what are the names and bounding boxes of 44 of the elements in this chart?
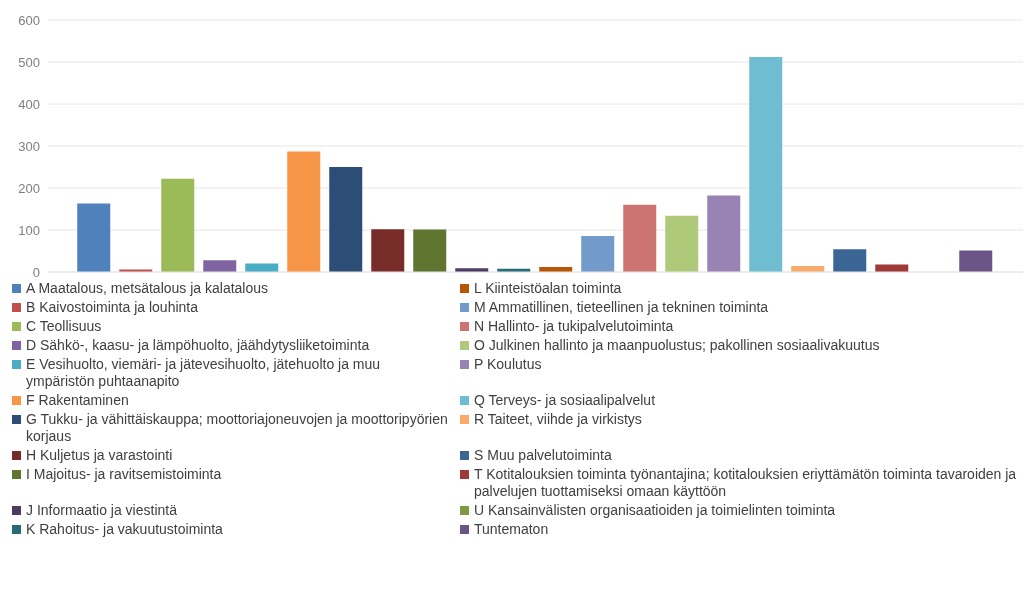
y-tick-label: 600 [18, 12, 40, 28]
legend-label: D Sähkö-, kaasu- ja lämpöhuolto, jäähdytysliiketoiminta [26, 337, 370, 354]
legend-label: Tuntematon [474, 521, 549, 538]
legend-label: F Rakentaminen [26, 392, 129, 409]
legend-label: N Hallinto- ja tukipalvelutoiminta [474, 318, 674, 335]
bar [875, 264, 909, 272]
y-tick-label: 500 [18, 54, 40, 70]
bar [707, 195, 741, 272]
bar [413, 229, 447, 272]
bar [665, 215, 699, 272]
bar [833, 249, 867, 272]
legend-label: B Kaivostoiminta ja louhinta [26, 299, 198, 316]
bar [749, 56, 783, 272]
bar [77, 203, 111, 272]
legend-label: C Teollisuus [26, 318, 102, 335]
legend-label: U Kansainvälisten organisaatioiden ja toimielinten toiminta [474, 502, 836, 519]
bar [161, 178, 195, 272]
legend-label: I Majoitus- ja ravitsemistoiminta [26, 466, 222, 483]
legend-label: K Rahoitus- ja vakuutustoiminta [26, 521, 223, 538]
legend-label: T Kotitalouksien toiminta työnantajina; kotitalouksien eriyttämätön toiminta tavaroiden ja palvelujen tuottamiseksi omaan käyttöön [474, 466, 1018, 500]
legend-label: Q Terveys- ja sosiaalipalvelut [474, 392, 656, 409]
y-tick-label: 300 [18, 138, 40, 154]
legend-label: H Kuljetus ja varastointi [26, 447, 173, 464]
legend-label: R Taiteet, viihde ja virkistys [474, 411, 642, 428]
y-tick-label: 200 [18, 180, 40, 196]
bar [329, 167, 363, 272]
legend-label: M Ammatillinen, tieteellinen ja tekninen toiminta [474, 299, 769, 316]
bar [287, 151, 321, 272]
bar [371, 229, 405, 272]
bar [959, 250, 993, 272]
legend-label: L Kiinteistöalan toiminta [474, 280, 622, 297]
y-tick-label: 0 [32, 264, 40, 280]
legend-label: P Koulutus [474, 356, 542, 373]
y-tick-label: 100 [18, 222, 40, 238]
bar [203, 260, 237, 272]
legend-label: E Vesihuolto, viemäri- ja jätevesihuolto, jätehuolto ja muu ympäristön puhtaanapito [26, 356, 382, 390]
legend-label: J Informaatio ja viestintä [26, 502, 177, 519]
legend-label: A Maatalous, metsätalous ja kalatalous [26, 280, 269, 297]
y-tick-label: 400 [18, 96, 40, 112]
bar [581, 235, 615, 272]
legend-label: G Tukku- ja vähittäiskauppa; moottoriajoneuvojen ja moottoripyörien korjaus [26, 411, 449, 445]
legend-label: S Muu palvelutoiminta [474, 447, 612, 464]
bar [623, 204, 657, 272]
legend-label: O Julkinen hallinto ja maanpuolustus; pakollinen sosiaalivakuutus [474, 337, 880, 354]
